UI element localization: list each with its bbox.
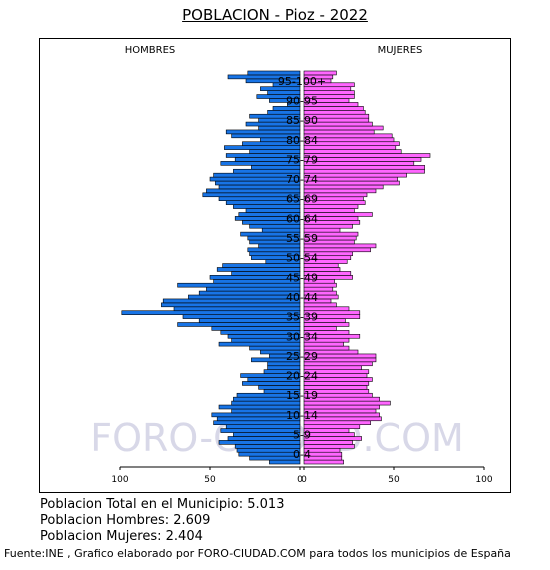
x-tick-label-left: 0 [297, 475, 303, 485]
female-bar [303, 141, 400, 146]
male-bar [188, 294, 301, 300]
age-label: 45-49 [286, 271, 318, 284]
male-bar [161, 302, 301, 308]
source-footer: Fuente:INE , Grafico elaborado por FORO-… [4, 547, 511, 560]
female-bar [303, 153, 431, 158]
female-bar [303, 70, 337, 76]
male-bar [222, 263, 301, 268]
x-tick-label-right: 0 [301, 475, 307, 485]
male-bar [227, 436, 301, 441]
age-label: 65-69 [286, 193, 318, 206]
male-bar [182, 314, 301, 319]
male-population: Poblacion Hombres: 2.609 [40, 513, 211, 528]
hombres-label: HOMBRES [125, 45, 176, 56]
female-bar [303, 176, 398, 182]
female-bar [303, 161, 415, 166]
male-bar [198, 290, 301, 296]
female-bar [303, 440, 353, 445]
age-label: 95-100+ [278, 75, 326, 88]
male-bar [233, 432, 301, 437]
age-label: 75-79 [286, 153, 318, 166]
x-tick-label-left: 100 [111, 475, 128, 485]
male-bar [272, 106, 301, 111]
female-bar [303, 424, 361, 429]
male-bar [177, 322, 301, 327]
male-bar [234, 444, 301, 449]
male-bar [218, 440, 301, 445]
x-tick-label-right: 50 [388, 475, 400, 485]
male-bar [162, 298, 301, 304]
female-population: Poblacion Mujeres: 2.404 [40, 529, 203, 544]
population-pyramid: FORO-CIUDAD.COMHOMBRESMUJERES0-45-910-14… [90, 45, 493, 485]
x-tick-label-right: 100 [475, 475, 492, 485]
female-bar [303, 180, 400, 186]
pyramid-frame: FORO-CIUDAD.COMHOMBRESMUJERES0-45-910-14… [39, 38, 511, 493]
male-bar [198, 318, 301, 323]
age-label: 10-14 [286, 409, 318, 422]
female-bar [303, 432, 355, 437]
age-label: 40-44 [286, 291, 318, 304]
female-bar [303, 157, 422, 162]
male-bar [121, 310, 301, 315]
age-label: 70-74 [286, 173, 318, 186]
female-bar [303, 436, 362, 441]
male-bar [236, 447, 301, 453]
male-bar [177, 282, 301, 288]
male-bar [225, 424, 301, 429]
age-label: 15-19 [286, 389, 318, 402]
age-label: 30-34 [286, 330, 318, 343]
male-bar [247, 70, 301, 76]
age-label: 0-4 [293, 448, 311, 461]
female-bar [303, 172, 407, 178]
female-bar [303, 444, 355, 449]
male-bar [220, 428, 301, 433]
mujeres-label: MUJERES [378, 45, 423, 56]
age-label: 5-9 [293, 429, 311, 442]
age-label: 90-95 [286, 94, 318, 107]
age-label: 85-90 [286, 114, 318, 127]
age-label: 60-64 [286, 212, 318, 225]
age-label: 55-59 [286, 232, 318, 245]
male-bar [238, 451, 301, 457]
female-bar [303, 149, 402, 154]
male-bar [173, 306, 301, 312]
age-label: 50-54 [286, 252, 318, 265]
female-bar [303, 165, 425, 170]
age-label: 25-29 [286, 350, 318, 363]
female-bar [303, 168, 425, 174]
chart-title: POBLACION - Pioz - 2022 [182, 6, 368, 24]
x-tick-label-left: 50 [204, 475, 216, 485]
age-label: 35-39 [286, 311, 318, 324]
age-label: 20-24 [286, 370, 318, 383]
total-population: Poblacion Total en el Municipio: 5.013 [40, 497, 285, 512]
age-label: 80-84 [286, 134, 318, 147]
